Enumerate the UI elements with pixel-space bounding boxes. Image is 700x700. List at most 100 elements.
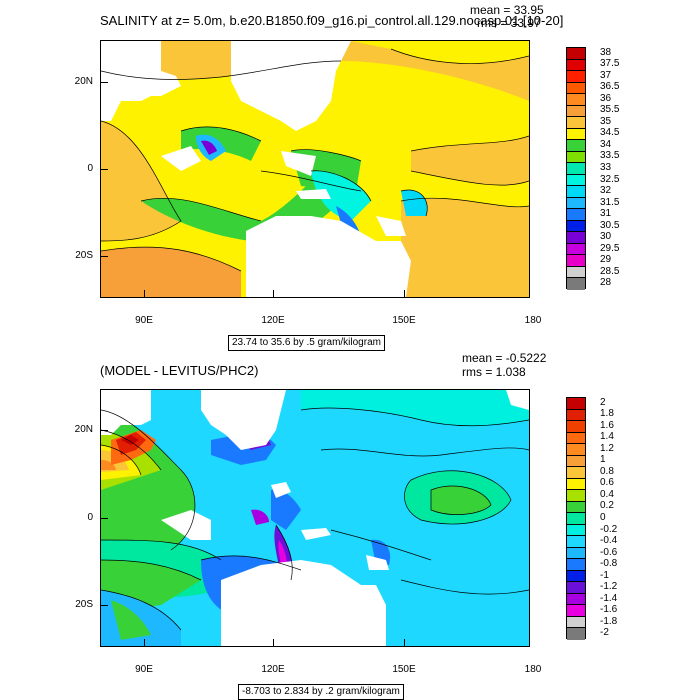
panel1-ylabel: 20N xyxy=(74,76,93,87)
colorbar-label: 30.5 xyxy=(600,219,620,231)
colorbar-box xyxy=(567,266,585,279)
panel2-xlabel: 90E xyxy=(135,664,153,675)
colorbar-box xyxy=(567,48,585,60)
colorbar-box xyxy=(567,197,585,210)
colorbar-label: -0.8 xyxy=(600,558,618,570)
colorbar-label: 35.5 xyxy=(600,104,620,116)
panel1-xlabel: 150E xyxy=(392,315,416,326)
colorbar-box xyxy=(567,467,585,479)
colorbar-label: -2 xyxy=(600,627,609,639)
colorbar-label: 1 xyxy=(600,454,606,466)
colorbar-box xyxy=(567,59,585,72)
colorbar-label: 29 xyxy=(600,254,612,266)
colorbar-box xyxy=(567,616,585,629)
colorbar-box xyxy=(567,186,585,198)
colorbar-box xyxy=(567,117,585,129)
colorbar-box xyxy=(567,547,585,560)
colorbar-label: 28 xyxy=(600,277,612,289)
panel1-range-label: 23.74 to 35.6 by .5 gram/kilogram xyxy=(228,335,385,351)
colorbar-label: -1 xyxy=(600,569,609,581)
colorbar-label: -0.6 xyxy=(600,546,618,558)
colorbar-label: 1.4 xyxy=(600,431,614,443)
colorbar-label: 1.6 xyxy=(600,419,614,431)
panel1-ylabel: 20S xyxy=(75,250,93,261)
colorbar-label: 0 xyxy=(600,512,606,523)
panel1-title: SALINITY at z= 5.0m, b.e20.B1850.f09_g16… xyxy=(100,13,564,28)
colorbar-label: 31.5 xyxy=(600,196,620,208)
panel1-xlabel: 180 xyxy=(524,315,542,326)
colorbar-box xyxy=(567,478,585,491)
colorbar-box xyxy=(567,232,585,244)
colorbar-label: 0.2 xyxy=(600,500,614,512)
colorbar-box xyxy=(567,593,585,606)
colorbar-label: 0.6 xyxy=(600,477,614,489)
colorbar-box xyxy=(567,444,585,456)
colorbar-box xyxy=(567,255,585,267)
colorbar-label: 0.4 xyxy=(600,488,614,500)
colorbar-box xyxy=(567,105,585,118)
panel1-colorbar xyxy=(566,47,586,290)
colorbar-label: 37.5 xyxy=(600,58,620,70)
colorbar-label: 38 xyxy=(600,46,612,58)
colorbar-label: 34.5 xyxy=(600,127,620,139)
colorbar-label: 28.5 xyxy=(600,265,620,277)
colorbar-box xyxy=(567,163,585,175)
colorbar-box xyxy=(567,278,585,290)
colorbar-label: -0.4 xyxy=(600,535,618,547)
panel2-title: (MODEL - LEVITUS/PHC2) xyxy=(100,363,259,378)
colorbar-label: 35 xyxy=(600,115,612,127)
colorbar-label: 36.5 xyxy=(600,81,620,93)
colorbar-label: 32.5 xyxy=(600,173,620,185)
colorbar-box xyxy=(567,220,585,233)
colorbar-label: 29.5 xyxy=(600,242,620,254)
colorbar-box xyxy=(567,243,585,256)
colorbar-box xyxy=(567,570,585,583)
panel2-ylabel: 0 xyxy=(87,512,93,523)
colorbar-box xyxy=(567,490,585,502)
colorbar-box xyxy=(567,501,585,514)
colorbar-label: 34 xyxy=(600,138,612,150)
colorbar-label: -1.4 xyxy=(600,592,618,604)
panel2-xlabel: 150E xyxy=(392,664,416,675)
colorbar-box xyxy=(567,421,585,433)
colorbar-box xyxy=(567,140,585,152)
colorbar-box xyxy=(567,209,585,221)
colorbar-label: -1.8 xyxy=(600,615,618,627)
colorbar-label: 33.5 xyxy=(600,150,620,162)
colorbar-box xyxy=(567,432,585,445)
colorbar-box xyxy=(567,628,585,640)
colorbar-label: -1.6 xyxy=(600,604,618,616)
colorbar-box xyxy=(567,71,585,83)
panel1-ylabel: 0 xyxy=(87,163,93,174)
panel1-mean: mean = 33.95 xyxy=(470,3,544,17)
panel2-colorbar xyxy=(566,397,586,640)
colorbar-label: 30 xyxy=(600,231,612,243)
colorbar-label: 2 xyxy=(600,396,606,408)
colorbar-box xyxy=(567,128,585,141)
colorbar-box xyxy=(567,559,585,571)
panel1-map xyxy=(100,40,530,298)
colorbar-box xyxy=(567,513,585,525)
colorbar-label: 1.2 xyxy=(600,442,614,454)
colorbar-box xyxy=(567,605,585,617)
colorbar-label: 33 xyxy=(600,162,612,173)
colorbar-label: 1.8 xyxy=(600,408,614,420)
panel2-xlabel: 120E xyxy=(261,664,285,675)
colorbar-box xyxy=(567,151,585,164)
panel2-range-label: -8.703 to 2.834 by .2 gram/kilogram xyxy=(238,684,404,700)
colorbar-label: 36 xyxy=(600,92,612,104)
colorbar-label: 0.8 xyxy=(600,465,614,477)
colorbar-label: 37 xyxy=(600,69,612,81)
colorbar-box xyxy=(567,455,585,468)
colorbar-box xyxy=(567,94,585,106)
colorbar-label: -1.2 xyxy=(600,581,618,593)
colorbar-label: 32 xyxy=(600,185,612,197)
panel2-ylabel: 20N xyxy=(74,424,93,435)
panel1-xlabel: 90E xyxy=(135,315,153,326)
colorbar-box xyxy=(567,82,585,95)
colorbar-label: 31 xyxy=(600,208,612,220)
colorbar-box xyxy=(567,409,585,422)
colorbar-box xyxy=(567,524,585,537)
colorbar-label: -0.2 xyxy=(600,523,618,535)
panel2-ylabel: 20S xyxy=(75,599,93,610)
